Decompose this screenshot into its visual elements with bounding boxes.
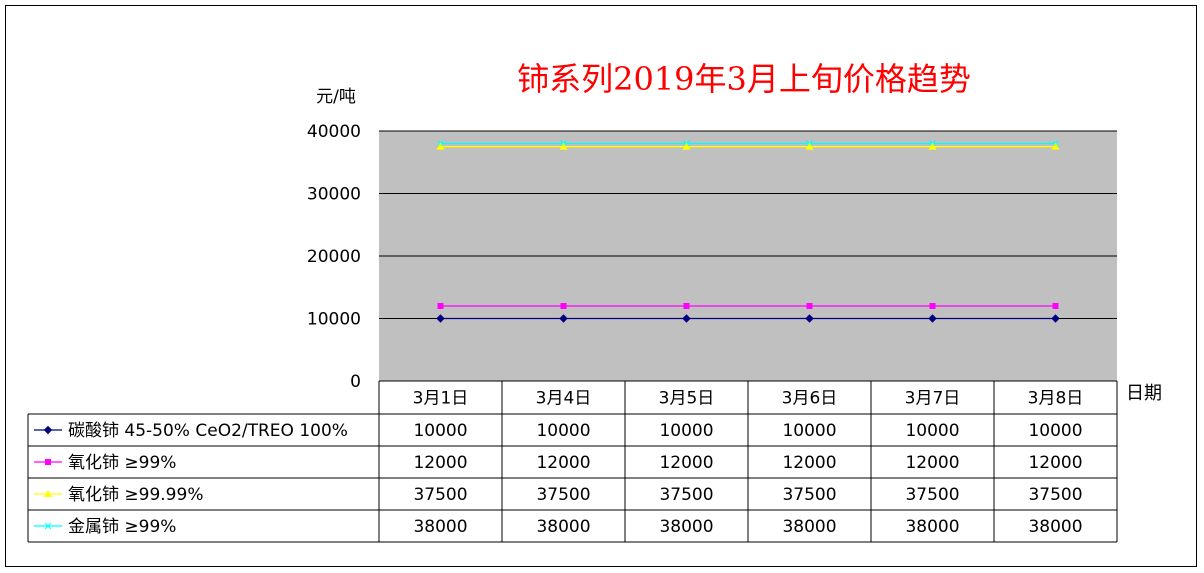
data-table-value: 37500 bbox=[905, 485, 959, 505]
chart: 铈系列2019年3月上旬价格趋势 元/吨 日期 40000 30000 20000 1… bbox=[27, 60, 1162, 543]
y-tick-label: 20000 bbox=[307, 247, 361, 267]
data-table-value: 38000 bbox=[905, 517, 959, 537]
data-point bbox=[437, 303, 444, 309]
x-tick-label: 3月4日 bbox=[536, 389, 592, 409]
data-table-value: 37500 bbox=[782, 485, 836, 505]
data-table-value: 10000 bbox=[413, 421, 467, 441]
data-table-value: 10000 bbox=[1028, 421, 1082, 441]
legend-label: 氧化铈 ≥99.99% bbox=[68, 485, 203, 505]
data-point bbox=[559, 142, 568, 150]
data-point bbox=[928, 314, 937, 323]
legend-label: 氧化铈 ≥99% bbox=[68, 453, 176, 473]
data-table-value: 38000 bbox=[659, 517, 713, 537]
data-table-value: 12000 bbox=[413, 453, 467, 473]
data-table-value: 37500 bbox=[659, 485, 713, 505]
data-point bbox=[805, 314, 814, 323]
chart-frame: 铈系列2019年3月上旬价格趋势 元/吨 日期 40000 30000 20000 1… bbox=[5, 5, 1197, 567]
legend-label: 碳酸铈 45-50% CeO2/TREO 100% bbox=[68, 421, 348, 441]
data-point bbox=[682, 142, 691, 150]
x-tick-label: 3月7日 bbox=[905, 389, 961, 409]
data-point bbox=[436, 142, 445, 150]
data-table-value: 10000 bbox=[905, 421, 959, 441]
data-table-value: 12000 bbox=[782, 453, 836, 473]
y-axis-unit-label: 元/吨 bbox=[316, 87, 356, 107]
y-tick-label: 0 bbox=[350, 372, 361, 392]
legend-marker bbox=[44, 522, 52, 530]
y-tick-label: 10000 bbox=[307, 310, 361, 330]
data-point bbox=[559, 314, 568, 323]
data-point bbox=[1052, 303, 1059, 309]
data-point bbox=[806, 303, 813, 309]
data-table-value: 10000 bbox=[782, 421, 836, 441]
data-point bbox=[560, 303, 567, 309]
data-table-value: 37500 bbox=[536, 485, 590, 505]
data-point bbox=[929, 303, 936, 309]
data-table-value: 12000 bbox=[536, 453, 590, 473]
data-point bbox=[682, 314, 691, 323]
data-table-value: 37500 bbox=[413, 485, 467, 505]
data-point bbox=[436, 314, 445, 323]
data-point bbox=[1051, 314, 1060, 323]
data-table-value: 38000 bbox=[1028, 517, 1082, 537]
data-point bbox=[805, 142, 814, 150]
data-table-value: 37500 bbox=[1028, 485, 1082, 505]
data-table-value: 12000 bbox=[905, 453, 959, 473]
data-table-value: 38000 bbox=[782, 517, 836, 537]
data-table-value: 10000 bbox=[536, 421, 590, 441]
x-tick-label: 3月1日 bbox=[413, 389, 469, 409]
legend-label: 金属铈 ≥99% bbox=[68, 517, 176, 537]
y-tick-label: 40000 bbox=[307, 122, 361, 142]
data-point bbox=[928, 142, 937, 150]
x-tick-label: 3月5日 bbox=[659, 389, 715, 409]
x-tick-label: 3月8日 bbox=[1028, 389, 1084, 409]
data-point bbox=[1051, 142, 1060, 150]
data-table-value: 10000 bbox=[659, 421, 713, 441]
y-tick-label: 30000 bbox=[307, 185, 361, 205]
x-tick-label: 3月6日 bbox=[782, 389, 838, 409]
data-point bbox=[683, 303, 690, 309]
data-table-value: 38000 bbox=[413, 517, 467, 537]
data-table-value: 38000 bbox=[536, 517, 590, 537]
x-axis-label: 日期 bbox=[1126, 383, 1162, 404]
data-table-value: 12000 bbox=[659, 453, 713, 473]
chart-title: 铈系列2019年3月上旬价格趋势 bbox=[517, 60, 971, 98]
legend-marker bbox=[44, 490, 52, 497]
legend-marker bbox=[43, 425, 53, 435]
data-table-value: 12000 bbox=[1028, 453, 1082, 473]
legend-marker bbox=[45, 459, 51, 465]
